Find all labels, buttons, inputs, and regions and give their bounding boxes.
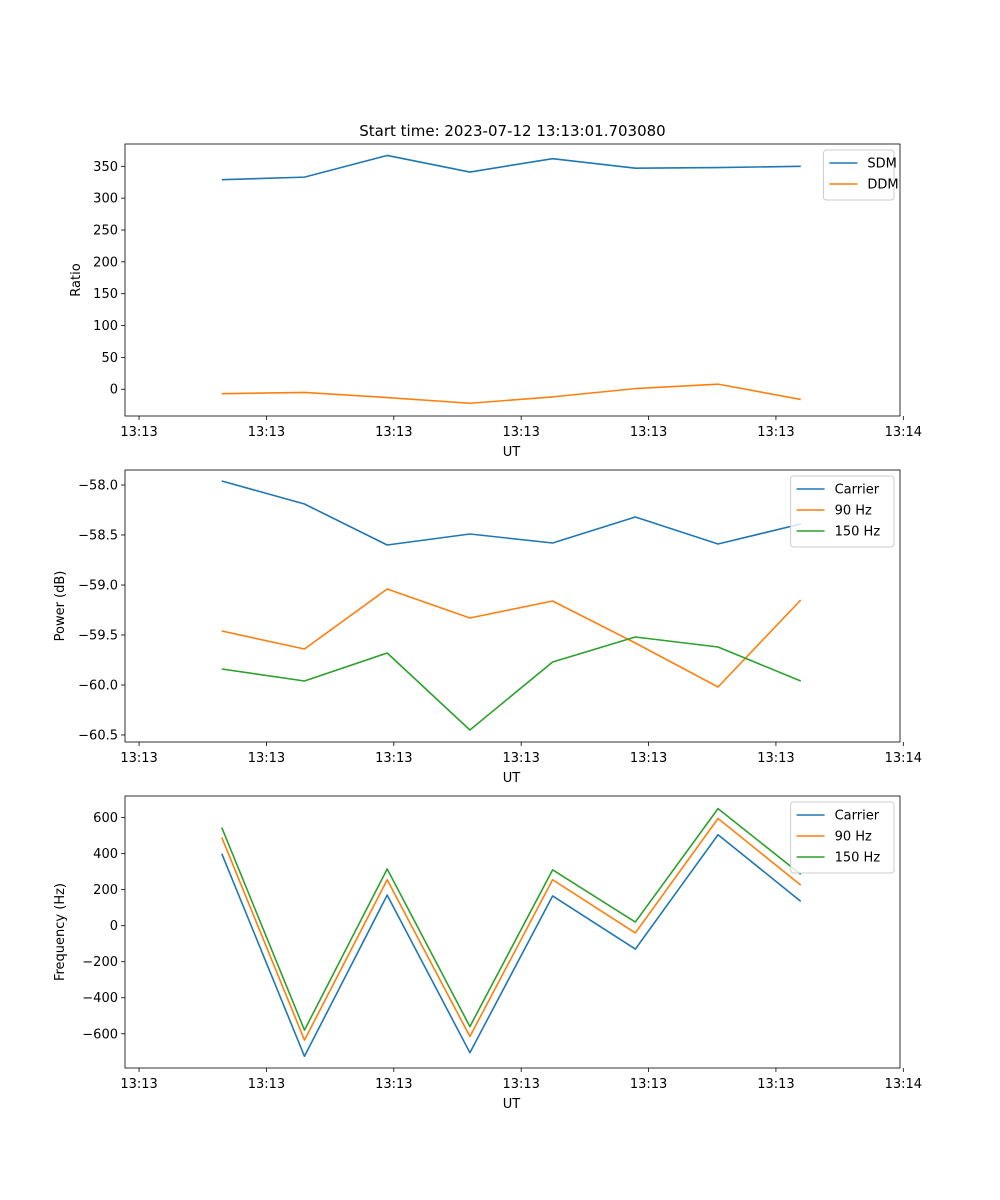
y-tick-label: 150	[93, 287, 118, 302]
series-line-150-hz	[221, 807, 802, 1031]
y-tick-label: 50	[101, 351, 118, 366]
y-tick-label: 0	[110, 383, 118, 398]
y-tick-label: 600	[93, 811, 118, 826]
x-tick-label: 13:13	[375, 425, 412, 440]
x-tick-label: 13:14	[885, 1077, 922, 1092]
y-axis-label: Power (dB)	[53, 571, 68, 642]
series-line-carrier	[221, 833, 802, 1058]
legend-label: 150 Hz	[835, 525, 881, 540]
x-tick-label: 13:13	[630, 425, 667, 440]
series-line-90-hz	[221, 588, 802, 688]
series-line-150-hz	[221, 636, 802, 731]
x-tick-label: 13:14	[885, 425, 922, 440]
x-axis-label: UT	[503, 1097, 521, 1112]
x-tick-label: 13:13	[757, 425, 794, 440]
legend-box	[790, 801, 895, 874]
x-tick-label: 13:13	[630, 751, 667, 766]
legend: Carrier 90 Hz 150 Hz	[790, 475, 895, 548]
y-tick-label: −600	[82, 1027, 118, 1042]
x-tick-label: 13:14	[885, 751, 922, 766]
y-tick-label: −59.5	[78, 629, 118, 644]
legend-label: 90 Hz	[835, 504, 872, 519]
y-axis-label: Frequency (Hz)	[53, 883, 68, 981]
legend-label: DDM	[867, 178, 898, 193]
x-tick-label: 13:13	[248, 751, 285, 766]
x-tick-label: 13:13	[630, 1077, 667, 1092]
y-tick-label: −400	[82, 991, 118, 1006]
y-tick-label: 200	[93, 255, 118, 270]
legend-label: SDM	[867, 157, 896, 172]
y-tick-label: −58.5	[78, 529, 118, 544]
y-tick-label: −60.0	[78, 679, 118, 694]
x-axis-label: UT	[503, 771, 521, 786]
x-tick-label: 13:13	[757, 751, 794, 766]
figure-title: Start time: 2023-07-12 13:13:01.703080	[359, 122, 665, 140]
axes-frame	[124, 795, 901, 1069]
y-tick-label: 200	[93, 883, 118, 898]
charts-container: 0 50 100 150 200 250 300 350 13:13 13:13 13:13 13:1…	[53, 143, 922, 1112]
y-tick-label: −60.5	[78, 729, 118, 744]
y-tick-label: −200	[82, 955, 118, 970]
x-tick-label: 13:13	[757, 1077, 794, 1092]
legend-label: Carrier	[835, 483, 880, 498]
legend-label: 150 Hz	[835, 851, 881, 866]
legend-label: 90 Hz	[835, 830, 872, 845]
y-tick-label: 0	[110, 919, 118, 934]
x-tick-label: 13:13	[502, 751, 539, 766]
y-tick-label: 400	[93, 847, 118, 862]
x-tick-label: 13:13	[120, 1077, 157, 1092]
chart-panel-3: −600 −400 −200 0 200 400 600 13:13 13:13 13:13 13:…	[53, 795, 922, 1112]
series-line-ddm	[221, 383, 801, 405]
y-tick-label: −59.0	[78, 579, 118, 594]
x-tick-label: 13:13	[375, 751, 412, 766]
x-tick-label: 13:13	[502, 1077, 539, 1092]
y-tick-label: 250	[93, 223, 118, 238]
x-axis-label: UT	[503, 445, 521, 460]
axes-frame	[124, 143, 901, 417]
x-tick-label: 13:13	[248, 1077, 285, 1092]
legend-label: Carrier	[835, 809, 880, 824]
chart-panel-2: −60.5 −60.0 −59.5 −59.0 −58.5 −58.0 13:13 13:13…	[53, 469, 922, 786]
series-line-sdm	[221, 154, 801, 181]
x-tick-label: 13:13	[375, 1077, 412, 1092]
legend: Carrier 90 Hz 150 Hz	[790, 801, 895, 874]
series-line-90-hz	[221, 817, 802, 1041]
axes-frame	[124, 469, 901, 743]
legend-box	[790, 475, 895, 548]
legend: SDM DDM	[822, 149, 899, 201]
x-tick-label: 13:13	[248, 425, 285, 440]
y-tick-label: −58.0	[78, 479, 118, 494]
x-tick-label: 13:13	[120, 751, 157, 766]
y-axis-label: Ratio	[69, 263, 84, 296]
x-tick-label: 13:13	[120, 425, 157, 440]
y-tick-label: 350	[93, 160, 118, 175]
chart-panel-1: 0 50 100 150 200 250 300 350 13:13 13:13 13:13 13:1…	[69, 143, 922, 460]
y-tick-label: 300	[93, 192, 118, 207]
series-line-carrier	[221, 480, 801, 546]
y-tick-label: 100	[93, 319, 118, 334]
x-tick-label: 13:13	[502, 425, 539, 440]
